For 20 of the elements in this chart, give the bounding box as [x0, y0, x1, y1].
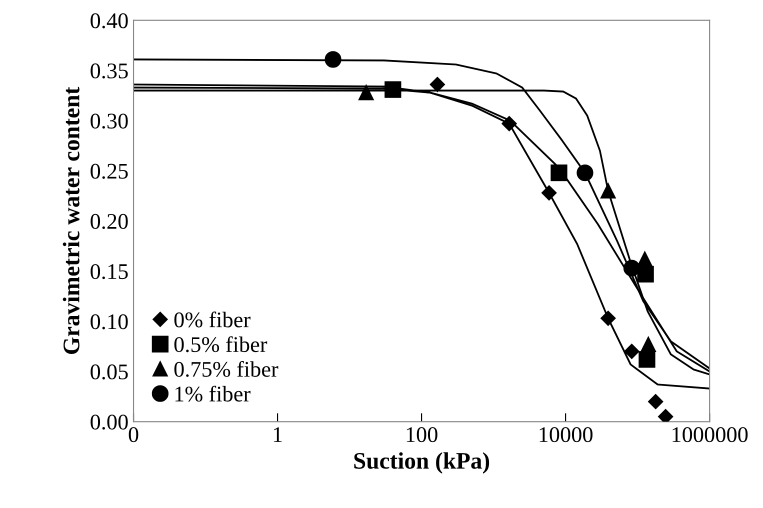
y-tick-label: 0.35	[90, 63, 128, 79]
x-tick-label: 100	[406, 427, 438, 442]
y-tick-label: 0.40	[90, 13, 128, 28]
y-tick-label: 0.05	[90, 364, 128, 380]
y-tick-label: 0.25	[90, 164, 128, 179]
y-tick-label: 0.10	[90, 314, 128, 330]
x-tick-label: 0	[128, 427, 138, 442]
y-axis-title: Gravimetric water content	[62, 86, 80, 354]
x-tick-label: 1	[274, 427, 282, 442]
legend-label: 0.75% fiber	[174, 360, 278, 377]
y-tick-label: 0.00	[90, 414, 128, 430]
legend-label: 1% fiber	[175, 386, 250, 402]
legend-label: 0% fiber	[174, 312, 250, 328]
x-axis-title: Suction (kPa)	[354, 452, 490, 474]
y-tick-label: 0.15	[90, 264, 128, 280]
x-tick-label: 10000	[540, 427, 593, 442]
y-tick-label: 0.20	[90, 214, 128, 230]
legend-label: 0.5% fiber	[174, 336, 268, 352]
x-tick-label: 1000000	[672, 427, 748, 442]
y-tick-label: 0.30	[90, 114, 128, 129]
